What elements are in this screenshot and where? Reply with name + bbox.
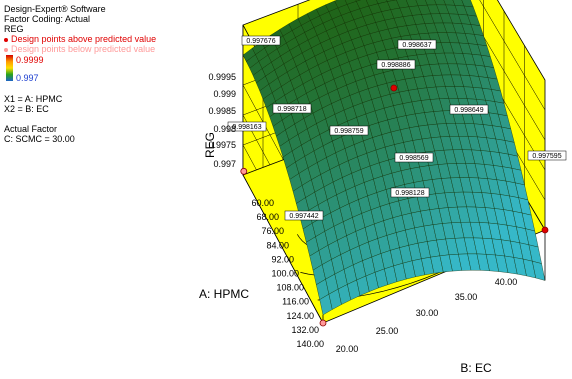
annotation-box: [227, 121, 267, 132]
scale-min: 0.997: [16, 73, 39, 83]
legend-above: Design points above predicted value: [4, 34, 156, 44]
annotation-box: [390, 187, 430, 198]
annotation-box: [449, 104, 489, 115]
annotation-box: [376, 59, 416, 70]
b-tick-label: 20.00: [336, 344, 359, 354]
z-tick-label: 0.997: [213, 159, 236, 169]
response-name: REG: [4, 24, 24, 34]
b-tick-label: 35.00: [455, 292, 478, 302]
annotation-label: 0.997442: [289, 213, 318, 220]
annotation-box: [527, 150, 567, 161]
annotation-label: 0.998649: [454, 107, 483, 114]
y-axis-label: B: EC: [460, 361, 492, 375]
surface-cell: [532, 260, 546, 281]
a-tick-label: 60.00: [251, 198, 274, 208]
a-tick-label: 108.00: [276, 283, 304, 293]
software-name: Design-Expert® Software: [4, 4, 106, 14]
annotation-label: 0.997595: [532, 153, 561, 160]
z-tick-label: 0.9985: [208, 106, 236, 116]
annotation-box: [394, 152, 434, 163]
legend-below: Design points below predicted value: [4, 44, 155, 54]
actual-factor-value: C: SCMC = 30.00: [4, 134, 75, 144]
design-point-below: [319, 319, 327, 327]
color-scale-icon: [6, 55, 13, 81]
x-axis-label: A: HPMC: [199, 287, 249, 301]
a-tick-label: 132.00: [291, 325, 319, 335]
a-tick-label: 92.00: [271, 254, 294, 264]
a-tick-label: 100.00: [271, 269, 299, 279]
z-tick-label: 0.998: [213, 124, 236, 134]
x1-definition: X1 = A: HPMC: [4, 94, 63, 104]
annotation-label: 0.998637: [402, 42, 431, 49]
b-tick-label: 40.00: [495, 277, 518, 287]
annotation-label: 0.998718: [277, 106, 306, 113]
a-tick-label: 116.00: [282, 297, 309, 307]
annotation-box: [284, 210, 324, 221]
scale-max: 0.9999: [16, 55, 44, 65]
annotation-label: 0.998886: [381, 62, 410, 69]
z-tick-label: 0.999: [213, 89, 236, 99]
b-tick-label: 25.00: [376, 326, 399, 336]
a-tick-label: 76.00: [261, 226, 284, 236]
annotation-box: [241, 35, 281, 46]
z-tick-label: 0.9975: [208, 140, 236, 150]
annotation-label: 0.997676: [246, 38, 275, 45]
legend-below-label: Design points below predicted value: [11, 44, 156, 54]
b-tick-label: 30.00: [416, 308, 439, 318]
annotation-box: [272, 103, 312, 114]
factor-coding: Factor Coding: Actual: [4, 14, 91, 24]
design-point-above: [390, 84, 398, 92]
z-tick-label: 0.9995: [208, 72, 236, 82]
legend-above-label: Design points above predicted value: [11, 34, 157, 44]
annotation-label: 0.998128: [395, 190, 424, 197]
z-axis-label: REG: [203, 132, 217, 158]
annotation-box: [397, 39, 437, 50]
below-marker-icon: [4, 47, 8, 52]
annotation-box: [329, 125, 369, 136]
a-tick-label: 68.00: [256, 212, 279, 222]
design-point-below: [240, 167, 248, 175]
a-tick-label: 124.00: [286, 311, 314, 321]
design-point-above: [541, 226, 549, 234]
above-marker-icon: [4, 37, 8, 42]
annotation-label: 0.998569: [399, 155, 428, 162]
a-tick-label: 140.00: [296, 339, 324, 349]
a-tick-label: 84.00: [266, 240, 289, 250]
annotation-label: 0.998163: [232, 124, 261, 131]
actual-factor-title: Actual Factor: [4, 124, 58, 134]
x2-definition: X2 = B: EC: [4, 104, 49, 114]
annotation-label: 0.998759: [334, 128, 363, 135]
